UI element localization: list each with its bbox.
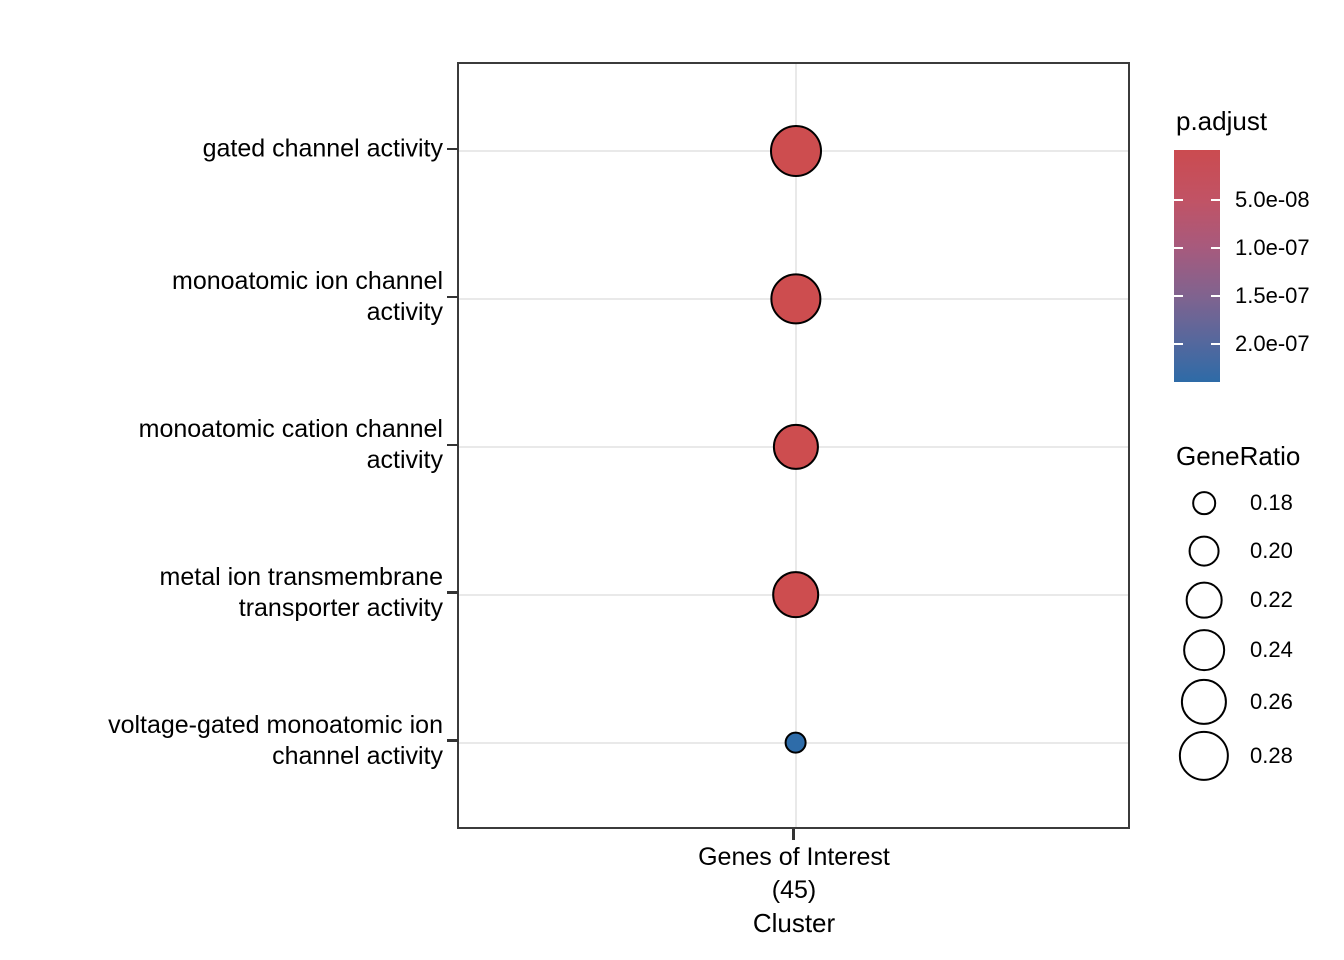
generatio-legend-circle: [1185, 581, 1223, 619]
generatio-legend-label: 0.24: [1250, 637, 1293, 662]
padjust-legend-title: p.adjust: [1176, 106, 1268, 136]
y-axis-tick: [447, 295, 458, 299]
y-axis-label: monoatomic cation channel activity: [0, 414, 443, 476]
y-axis-label-line: activity: [366, 297, 443, 326]
generatio-legend-title: GeneRatio: [1176, 441, 1301, 471]
colorbar-tick-label: 2.0e-07: [1235, 330, 1310, 356]
y-axis-label-line: voltage-gated monoatomic ion: [108, 710, 443, 739]
generatio-legend-circle: [1178, 730, 1230, 782]
y-axis-label: gated channel activity: [0, 134, 443, 165]
y-axis-label-line: gated channel activity: [202, 134, 443, 163]
x-axis-title: Cluster: [752, 908, 836, 938]
colorbar-tick: [1174, 294, 1183, 298]
colorbar-tick: [1211, 294, 1220, 298]
colorbar-tick-label: 5.0e-08: [1235, 186, 1310, 212]
y-axis-tick: [447, 147, 458, 151]
generatio-legend-circle: [1183, 629, 1225, 671]
generatio-legend-label: 0.20: [1250, 538, 1293, 563]
data-dot: [784, 731, 807, 754]
data-dot: [769, 125, 822, 177]
padjust-colorbar: [1174, 150, 1220, 382]
generatio-legend-label: 0.28: [1250, 743, 1293, 768]
y-axis-label-line: monoatomic ion channel: [172, 266, 443, 295]
generatio-legend-circle: [1192, 491, 1216, 515]
y-axis-label: metal ion transmembrane transporter activ…: [0, 562, 443, 624]
colorbar-tick: [1174, 342, 1183, 346]
y-axis-label-line: activity: [366, 445, 443, 474]
y-axis-tick: [447, 591, 458, 594]
colorbar-tick: [1211, 246, 1220, 250]
colorbar-tick: [1174, 246, 1183, 250]
generatio-legend-circle: [1180, 678, 1228, 726]
y-axis-label-line: channel activity: [272, 741, 443, 770]
x-axis-tick-label-line: (45): [771, 876, 817, 904]
generatio-legend-label: 0.22: [1250, 587, 1293, 612]
generatio-legend-label: 0.26: [1250, 689, 1293, 714]
y-axis-tick: [447, 443, 458, 447]
data-dot: [772, 423, 819, 470]
y-axis-label: voltage-gated monoatomic ion channel acti…: [0, 710, 443, 772]
colorbar-tick-label: 1.5e-07: [1235, 282, 1310, 308]
y-axis-label-line: monoatomic cation channel: [138, 414, 443, 443]
generatio-legend-label: 0.18: [1250, 490, 1293, 515]
generatio-legend-circle: [1188, 535, 1220, 567]
colorbar-tick: [1211, 342, 1220, 346]
data-dot: [769, 273, 822, 325]
x-axis-tick-label-line: Genes of Interest: [698, 843, 890, 871]
colorbar-tick-label: 1.0e-07: [1235, 234, 1310, 260]
y-axis-label-line: metal ion transmembrane: [159, 562, 443, 591]
data-dot: [771, 570, 820, 619]
colorbar-tick: [1174, 198, 1183, 202]
y-axis-label: monoatomic ion channel activity: [0, 266, 443, 328]
y-axis-tick: [447, 739, 458, 742]
colorbar-tick: [1211, 198, 1220, 202]
y-axis-label-line: transporter activity: [238, 593, 443, 622]
plot-panel: [457, 62, 1130, 829]
x-axis-tick: [792, 829, 795, 840]
x-axis-tick-label: Genes of Interest (45): [643, 841, 945, 907]
